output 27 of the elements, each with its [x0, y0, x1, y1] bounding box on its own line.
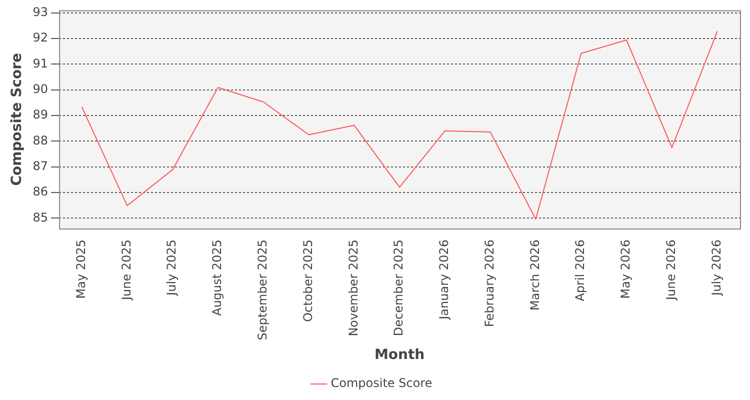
y-tick-label: 91 — [32, 56, 48, 70]
x-tick-label: January 2026 — [437, 240, 452, 320]
legend-label: Composite Score — [330, 376, 432, 390]
y-tick-label: 93 — [32, 4, 48, 19]
y-tick-label: 85 — [32, 210, 48, 224]
x-tick-label: November 2025 — [346, 240, 360, 336]
x-tick-label: September 2025 — [255, 240, 270, 340]
y-tick-label: 90 — [32, 82, 48, 96]
y-tick-label: 86 — [32, 184, 48, 199]
x-tick-label: July 2025 — [164, 240, 179, 296]
y-tick-label: 87 — [32, 159, 48, 173]
x-tick-label: February 2026 — [482, 240, 496, 328]
y-tick-label: 88 — [32, 133, 48, 148]
x-tick-label: June 2025 — [119, 240, 134, 302]
x-tick-label: April 2026 — [573, 240, 588, 302]
x-tick-label: August 2025 — [210, 240, 224, 316]
x-tick-label: July 2026 — [709, 240, 724, 296]
x-tick-label: May 2026 — [618, 240, 633, 299]
x-tick-label: June 2026 — [664, 240, 678, 302]
x-tick-label: March 2026 — [528, 240, 542, 310]
y-tick-label: 92 — [32, 30, 48, 45]
x-tick-label: December 2025 — [392, 240, 406, 336]
x-tick-label: October 2025 — [300, 240, 315, 322]
y-tick-label: 89 — [32, 108, 48, 122]
x-axis-title: Month — [374, 347, 425, 364]
y-axis-title: Composite Score — [9, 53, 26, 186]
x-tick-label: May 2025 — [74, 240, 88, 299]
